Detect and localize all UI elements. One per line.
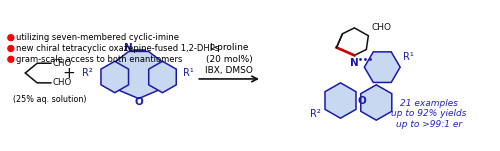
- Polygon shape: [361, 85, 392, 120]
- Text: up to 92% yields: up to 92% yields: [392, 109, 467, 118]
- Text: R¹: R¹: [403, 52, 414, 62]
- Polygon shape: [101, 61, 128, 93]
- Polygon shape: [111, 51, 166, 99]
- Circle shape: [8, 35, 14, 41]
- Text: CHO: CHO: [52, 59, 72, 68]
- Text: gram-scale access to both enantiomers: gram-scale access to both enantiomers: [16, 55, 182, 64]
- Text: (25% aq. solution): (25% aq. solution): [14, 95, 87, 104]
- Text: L-proline
(20 mol%)
IBX, DMSO: L-proline (20 mol%) IBX, DMSO: [205, 43, 253, 75]
- Text: O: O: [134, 98, 143, 108]
- Text: N: N: [124, 43, 133, 53]
- Text: N: N: [350, 58, 359, 68]
- Circle shape: [8, 56, 14, 62]
- Polygon shape: [364, 52, 400, 82]
- Polygon shape: [148, 61, 176, 93]
- Text: up to >99:1 er: up to >99:1 er: [396, 120, 462, 129]
- Text: utilizing seven-membered cyclic-imine: utilizing seven-membered cyclic-imine: [16, 33, 179, 42]
- Text: R¹: R¹: [184, 68, 194, 78]
- Circle shape: [8, 46, 14, 51]
- Text: O: O: [358, 96, 366, 106]
- Polygon shape: [325, 83, 356, 118]
- Text: 21 examples: 21 examples: [400, 99, 458, 108]
- Text: CHO: CHO: [372, 23, 392, 32]
- Text: R²: R²: [310, 109, 320, 119]
- Text: CHO: CHO: [52, 78, 72, 87]
- Text: +: +: [62, 66, 76, 80]
- Polygon shape: [336, 28, 368, 55]
- Text: new chiral tetracyclic oxazepine-fused 1,2-DHPs: new chiral tetracyclic oxazepine-fused 1…: [16, 44, 220, 53]
- Text: R²: R²: [82, 68, 93, 78]
